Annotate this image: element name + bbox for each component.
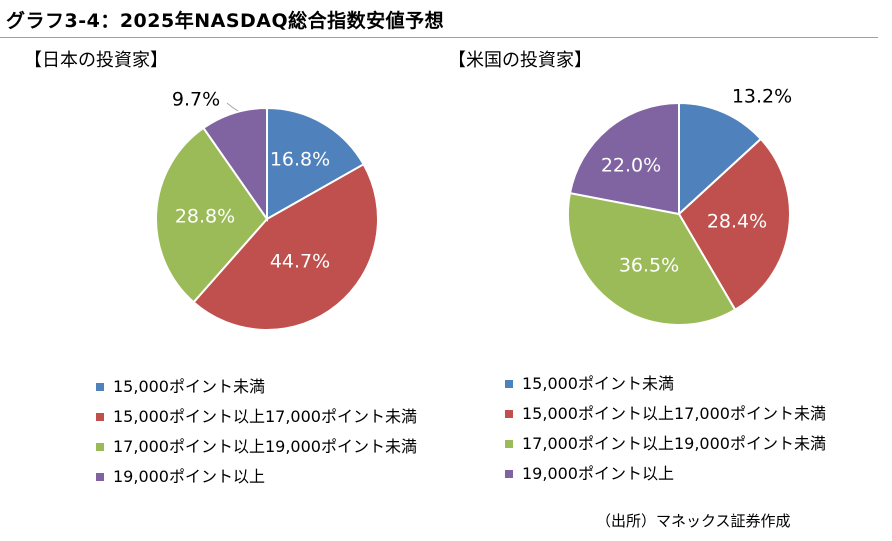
japan-data-label-under-15000: 16.8% <box>270 149 330 171</box>
legend-swatch-purple <box>96 473 104 481</box>
japan-slice-over-19000 <box>202 106 268 223</box>
legend-swatch-red <box>96 413 104 421</box>
legend-swatch-green <box>505 440 513 448</box>
japan-slice-under-15000 <box>266 106 365 221</box>
us-data-label-under-15000: 13.2% <box>732 86 792 108</box>
us-legend-item: 15,000ポイント未満 <box>505 369 826 399</box>
us-legend-item: 19,000ポイント以上 <box>505 459 826 489</box>
japan-data-label-17000-19000: 28.8% <box>175 206 235 228</box>
source-note: （出所）マネックス証券作成 <box>596 512 791 530</box>
japan-legend-item: 17,000ポイント以上19,000ポイント未満 <box>96 432 417 462</box>
chart-title: グラフ3-4：2025年NASDAQ総合指数安値予想 <box>6 10 445 32</box>
japan-slice-15000-17000 <box>192 162 379 331</box>
japan-legend: 15,000ポイント未満 15,000ポイント以上17,000ポイント未満 17… <box>96 372 417 492</box>
legend-swatch-purple <box>505 470 513 478</box>
us-slice-17000-19000 <box>567 191 737 326</box>
legend-label: 15,000ポイント未満 <box>113 377 265 396</box>
us-legend-item: 15,000ポイント以上17,000ポイント未満 <box>505 399 826 429</box>
us-chart-title: 【米国の投資家】 <box>448 50 592 71</box>
japan-legend-item: 15,000ポイント以上17,000ポイント未満 <box>96 402 417 432</box>
legend-swatch-green <box>96 443 104 451</box>
japan-pie-chart: 16.8% 44.7% 28.8% 9.7% <box>155 89 379 331</box>
japan-label-leader-line <box>226 102 239 112</box>
legend-label: 19,000ポイント以上 <box>113 467 265 486</box>
japan-data-label-15000-17000: 44.7% <box>270 251 330 273</box>
us-pie-chart: 13.2% 28.4% 36.5% 22.0% <box>567 86 792 326</box>
legend-label: 17,000ポイント以上19,000ポイント未満 <box>113 437 417 456</box>
legend-swatch-blue <box>505 380 513 388</box>
us-slice-over-19000 <box>568 101 680 216</box>
us-slice-15000-17000 <box>677 137 791 312</box>
us-legend: 15,000ポイント未満 15,000ポイント以上17,000ポイント未満 17… <box>505 369 826 489</box>
legend-swatch-red <box>505 410 513 418</box>
japan-legend-item: 15,000ポイント未満 <box>96 372 417 402</box>
japan-chart-title: 【日本の投資家】 <box>24 50 168 71</box>
us-data-label-15000-17000: 28.4% <box>707 211 767 233</box>
title-underline <box>0 37 878 38</box>
japan-data-label-over-19000: 9.7% <box>172 89 220 111</box>
legend-label: 19,000ポイント以上 <box>522 464 674 483</box>
legend-label: 15,000ポイント以上17,000ポイント未満 <box>113 407 417 426</box>
legend-label: 15,000ポイント未満 <box>522 374 674 393</box>
us-data-label-17000-19000: 36.5% <box>619 255 679 277</box>
japan-slice-17000-19000 <box>155 126 269 304</box>
legend-swatch-blue <box>96 383 104 391</box>
legend-label: 17,000ポイント以上19,000ポイント未満 <box>522 434 826 453</box>
legend-label: 15,000ポイント以上17,000ポイント未満 <box>522 404 826 423</box>
us-slice-under-15000 <box>678 101 763 217</box>
us-data-label-over-19000: 22.0% <box>601 155 661 177</box>
japan-legend-item: 19,000ポイント以上 <box>96 462 417 492</box>
us-legend-item: 17,000ポイント以上19,000ポイント未満 <box>505 429 826 459</box>
